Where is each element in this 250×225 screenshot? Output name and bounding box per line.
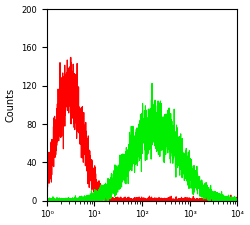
- Y-axis label: Counts: Counts: [6, 88, 16, 122]
